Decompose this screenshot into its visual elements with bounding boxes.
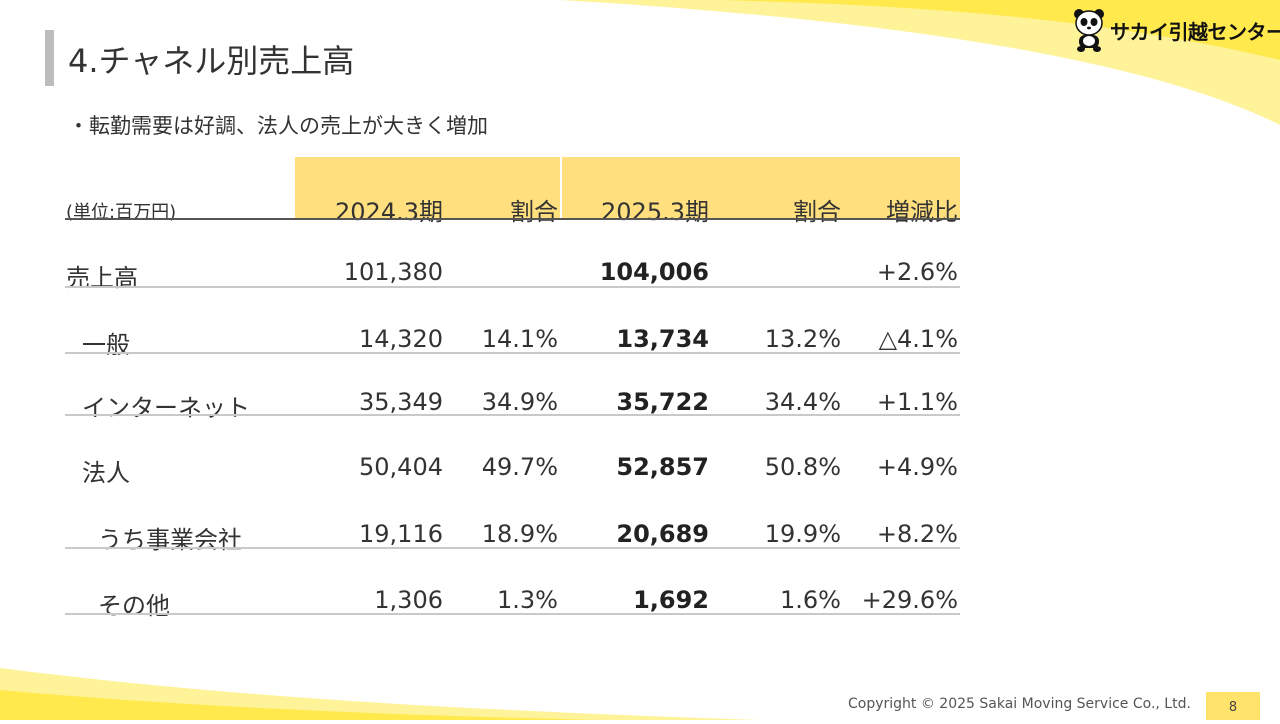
copyright-text: Copyright © 2025 Sakai Moving Service Co…: [848, 696, 1191, 712]
page-number: 8: [1206, 692, 1260, 720]
cell-v2025: 35,722: [616, 388, 709, 416]
cell-v2024: 35,349: [359, 388, 443, 416]
cell-v2025: 13,734: [616, 325, 709, 353]
row-rule: [65, 613, 960, 615]
panda-icon: [1074, 9, 1104, 52]
cell-v2025: 104,006: [599, 258, 709, 286]
cell-s2024: 18.9%: [481, 520, 558, 548]
cell-change: +4.9%: [876, 453, 958, 481]
logo-text: サカイ引越センター: [1110, 19, 1280, 44]
cell-s2025: 50.8%: [764, 453, 841, 481]
cell-change: △4.1%: [878, 325, 958, 353]
cell-s2025: 13.2%: [764, 325, 841, 353]
cell-change: +29.6%: [861, 586, 958, 614]
cell-v2024: 14,320: [359, 325, 443, 353]
row-rule: [65, 352, 960, 354]
title-accent-bar: [45, 30, 54, 86]
bullet-point: ・転勤需要は好調、法人の売上が大きく増加: [68, 114, 488, 138]
row-rule: [65, 414, 960, 416]
row-label: インターネット: [82, 394, 250, 422]
cell-s2025: 19.9%: [764, 520, 841, 548]
row-label: その他: [98, 592, 170, 620]
cell-change: +1.1%: [876, 388, 958, 416]
row-rule: [65, 286, 960, 288]
header-2025: 2025.3期: [601, 198, 709, 226]
row-label: 法人: [82, 459, 130, 487]
header-2024: 2024.3期: [335, 198, 443, 226]
cell-s2025: 1.6%: [780, 586, 841, 614]
cell-v2024: 19,116: [359, 520, 443, 548]
cell-v2024: 1,306: [374, 586, 443, 614]
header-bg-2024: [295, 157, 560, 219]
unit-label: (単位:百万円): [66, 202, 177, 223]
cell-s2024: 14.1%: [481, 325, 558, 353]
cell-v2025: 20,689: [616, 520, 709, 548]
page-title: 4.チャネル別売上高: [68, 42, 355, 80]
header-change: 増減比: [886, 198, 958, 226]
cell-s2025: 34.4%: [764, 388, 841, 416]
header-rule: [65, 218, 960, 220]
header-bg-2025: [562, 157, 960, 219]
row-label: 一般: [82, 331, 130, 359]
cell-v2024: 101,380: [343, 258, 443, 286]
cell-s2024: 34.9%: [481, 388, 558, 416]
header-share-2024: 割合: [510, 198, 558, 226]
cell-v2024: 50,404: [359, 453, 443, 481]
cell-v2025: 1,692: [633, 586, 709, 614]
header-share-2025: 割合: [793, 198, 841, 226]
cell-s2024: 49.7%: [481, 453, 558, 481]
row-rule: [65, 547, 960, 549]
cell-s2024: 1.3%: [497, 586, 558, 614]
cell-v2025: 52,857: [616, 453, 709, 481]
row-label: うち事業会社: [98, 526, 242, 554]
cell-change: +8.2%: [876, 520, 958, 548]
company-logo: サカイ引越センター: [1072, 8, 1280, 52]
cell-change: +2.6%: [876, 258, 958, 286]
